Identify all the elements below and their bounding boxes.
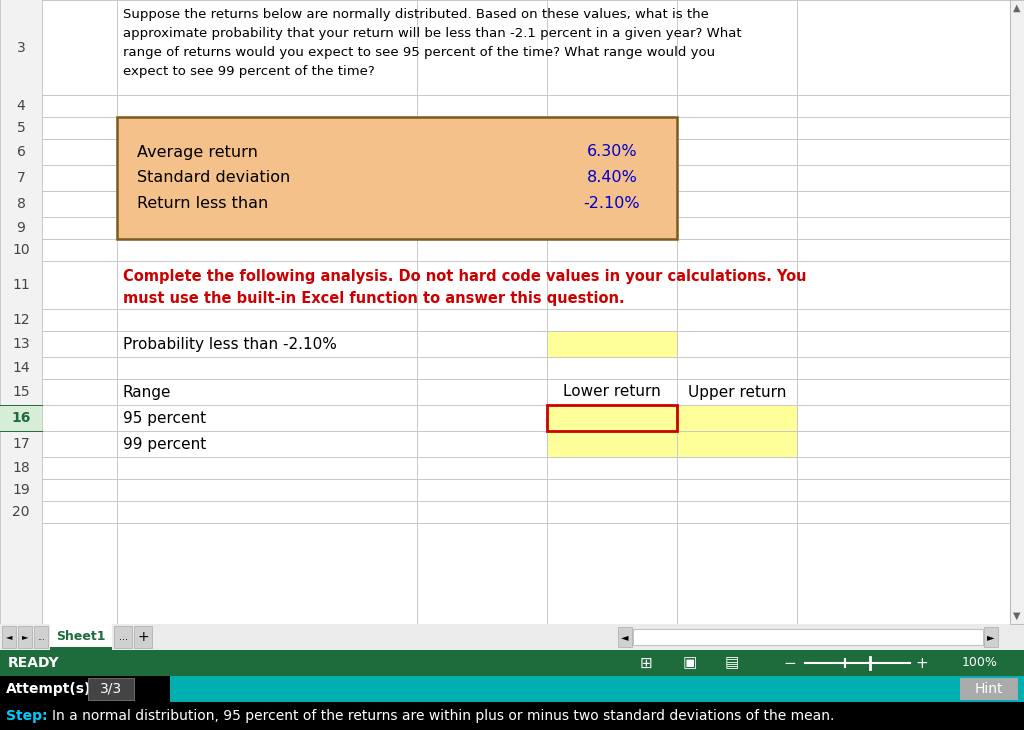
Text: ◄: ◄ (6, 632, 12, 642)
Bar (0, 0, 42, 624)
Text: 15: 15 (12, 385, 30, 399)
Bar (134, 626, 152, 648)
Bar (0, 676, 1024, 702)
Text: Complete the following analysis. Do not hard code values in your calculations. Y: Complete the following analysis. Do not … (123, 269, 807, 284)
Text: ▣: ▣ (683, 656, 697, 670)
Text: 100%: 100% (963, 656, 998, 669)
Text: 3/3: 3/3 (100, 682, 122, 696)
Bar (961, 678, 1018, 700)
Bar (984, 627, 998, 647)
Text: Hint: Hint (975, 682, 1004, 696)
Text: −: − (783, 656, 797, 670)
Text: Probability less than -2.10%: Probability less than -2.10% (123, 337, 337, 352)
Text: 9: 9 (16, 221, 26, 235)
Bar (50, 624, 112, 650)
Text: -2.10%: -2.10% (584, 196, 640, 212)
Text: ►: ► (987, 632, 994, 642)
Text: ►: ► (22, 632, 29, 642)
Bar (2, 626, 16, 648)
Bar (547, 331, 677, 357)
Text: Return less than: Return less than (137, 196, 268, 212)
Text: 99 percent: 99 percent (123, 437, 206, 451)
Bar (0, 624, 1024, 650)
Text: ...: ... (119, 632, 128, 642)
Text: expect to see 99 percent of the time?: expect to see 99 percent of the time? (123, 65, 375, 78)
Bar (88, 678, 134, 700)
Bar (0, 650, 1024, 676)
Bar (34, 626, 48, 648)
Text: +: + (915, 656, 929, 670)
Text: 11: 11 (12, 278, 30, 292)
Text: 8: 8 (16, 197, 26, 211)
Text: Lower return: Lower return (563, 385, 660, 399)
Text: 6.30%: 6.30% (587, 145, 637, 159)
Bar (0, 702, 1024, 730)
Text: 12: 12 (12, 313, 30, 327)
Text: 4: 4 (16, 99, 26, 113)
Bar (547, 431, 677, 457)
Bar (677, 431, 797, 457)
Bar (0, 676, 170, 702)
Bar (677, 405, 797, 431)
Bar (50, 647, 112, 650)
Text: Step:: Step: (6, 709, 47, 723)
Bar (0, 405, 42, 431)
Text: In a normal distribution, 95 percent of the returns are within plus or minus two: In a normal distribution, 95 percent of … (52, 709, 835, 723)
Bar (547, 405, 677, 431)
Bar (1010, 0, 1024, 624)
Text: 16: 16 (11, 411, 31, 425)
Bar (633, 629, 983, 645)
Text: 17: 17 (12, 437, 30, 451)
Text: ▼: ▼ (1014, 611, 1021, 621)
Text: READY: READY (8, 656, 59, 670)
Text: ...: ... (37, 632, 45, 642)
Text: +: + (137, 630, 148, 644)
Text: 7: 7 (16, 171, 26, 185)
Text: ⊞: ⊞ (640, 656, 652, 670)
Bar (0, 0, 1010, 624)
Text: 20: 20 (12, 505, 30, 519)
Text: Range: Range (123, 385, 171, 399)
Text: 19: 19 (12, 483, 30, 497)
Text: 14: 14 (12, 361, 30, 375)
Text: approximate probability that your return will be less than -2.1 percent in a giv: approximate probability that your return… (123, 27, 741, 40)
Text: 6: 6 (16, 145, 26, 159)
Text: 10: 10 (12, 243, 30, 257)
Bar (18, 626, 32, 648)
Text: Attempt(s): Attempt(s) (6, 682, 91, 696)
Text: 3: 3 (16, 40, 26, 55)
Text: Standard deviation: Standard deviation (137, 171, 290, 185)
Text: ▤: ▤ (725, 656, 739, 670)
Text: Suppose the returns below are normally distributed. Based on these values, what : Suppose the returns below are normally d… (123, 8, 709, 21)
Text: 5: 5 (16, 121, 26, 135)
Text: 95 percent: 95 percent (123, 410, 206, 426)
Text: must use the built-in Excel function to answer this question.: must use the built-in Excel function to … (123, 291, 625, 306)
Bar (117, 117, 677, 239)
Text: 18: 18 (12, 461, 30, 475)
Text: ▲: ▲ (1014, 3, 1021, 13)
Text: ◄: ◄ (622, 632, 629, 642)
Text: Upper return: Upper return (688, 385, 786, 399)
Bar (114, 626, 132, 648)
Text: range of returns would you expect to see 95 percent of the time? What range woul: range of returns would you expect to see… (123, 46, 715, 59)
Text: Average return: Average return (137, 145, 258, 159)
Text: 8.40%: 8.40% (587, 171, 637, 185)
Text: Sheet1: Sheet1 (56, 629, 105, 642)
Bar (618, 627, 632, 647)
Text: 13: 13 (12, 337, 30, 351)
